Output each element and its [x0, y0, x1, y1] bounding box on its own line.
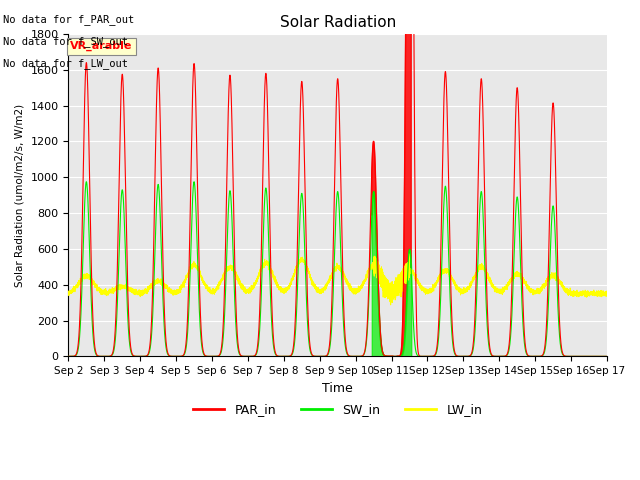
- Text: No data for f_SW_out: No data for f_SW_out: [3, 36, 128, 47]
- X-axis label: Time: Time: [323, 382, 353, 395]
- Text: VR_arable: VR_arable: [70, 41, 132, 51]
- Title: Solar Radiation: Solar Radiation: [280, 15, 396, 30]
- Y-axis label: Solar Radiation (umol/m2/s, W/m2): Solar Radiation (umol/m2/s, W/m2): [15, 104, 25, 287]
- Text: No data for f_PAR_out: No data for f_PAR_out: [3, 14, 134, 25]
- Text: No data for f_LW_out: No data for f_LW_out: [3, 58, 128, 69]
- Legend: PAR_in, SW_in, LW_in: PAR_in, SW_in, LW_in: [188, 398, 487, 421]
